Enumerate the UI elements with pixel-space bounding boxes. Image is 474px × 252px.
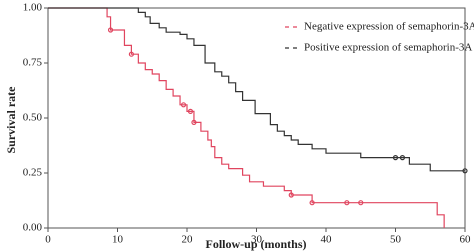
censor-mark <box>462 168 468 174</box>
legend-label: Positive expression of semaphorin-3A <box>304 42 472 54</box>
y-tick-label: 0.50 <box>23 112 43 124</box>
censor-mark <box>288 192 294 198</box>
censor-mark <box>107 27 114 33</box>
survival-curve <box>48 7 445 228</box>
y-axis-label: Survival rate <box>4 86 18 154</box>
censor-mark <box>309 200 315 206</box>
y-tick-label: 0.25 <box>23 167 43 179</box>
x-tick-label: 50 <box>390 234 402 246</box>
censor-mark <box>187 108 194 115</box>
censor-mark <box>180 102 187 108</box>
censor-mark <box>392 155 399 161</box>
x-tick-label: 30 <box>251 234 263 246</box>
censor-mark <box>399 155 406 161</box>
x-tick-label: 10 <box>112 234 124 246</box>
x-axis-label: Follow-up (months) <box>205 237 306 251</box>
x-tick-label: 20 <box>182 234 194 246</box>
x-tick-label: 40 <box>321 234 333 246</box>
x-tick-label: 0 <box>45 234 51 246</box>
y-tick-label: 1.00 <box>23 2 43 14</box>
legend-label: Negative expression of semaphorin-3A <box>304 21 474 33</box>
y-tick-label: 0.75 <box>23 57 43 69</box>
x-tick-label: 60 <box>460 234 472 246</box>
censor-mark <box>128 51 134 57</box>
survival-curve <box>48 7 465 172</box>
censor-mark <box>344 200 350 206</box>
censor-mark <box>191 119 197 126</box>
censor-mark <box>358 200 364 206</box>
y-tick-label: 0.00 <box>23 222 43 234</box>
